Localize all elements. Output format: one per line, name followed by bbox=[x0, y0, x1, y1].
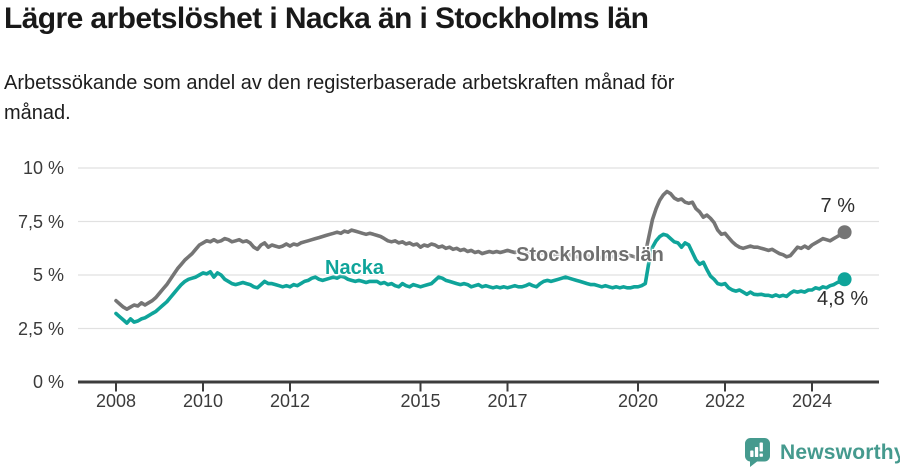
newsworthy-icon bbox=[745, 438, 770, 467]
x-tick-label: 2020 bbox=[617, 391, 659, 411]
x-tick-label: 2017 bbox=[487, 391, 528, 411]
series-label-nacka: Nacka bbox=[325, 257, 384, 279]
x-tick-label: 2010 bbox=[182, 391, 224, 411]
newsworthy-logo: Newsworthy bbox=[744, 437, 900, 468]
end-dot-nacka bbox=[837, 272, 852, 287]
newsworthy-wordmark: Newsworthy bbox=[780, 440, 900, 464]
y-tick-label: 0 % bbox=[32, 372, 64, 392]
end-value-stockholm: 7 % bbox=[820, 195, 855, 217]
x-tick-label: 2024 bbox=[791, 391, 833, 411]
y-tick-label: 10 % bbox=[22, 158, 64, 178]
end-dot-stockholm bbox=[837, 225, 852, 240]
x-tick-label: 2012 bbox=[269, 391, 311, 411]
x-tick-label: 2022 bbox=[704, 391, 746, 411]
y-tick-label: 2,5 % bbox=[17, 318, 64, 339]
series-label-stockholm: Stockholms län bbox=[516, 244, 664, 266]
x-tick-label: 2008 bbox=[95, 391, 137, 411]
chart-title: Lägre arbetslöshet i Nacka än i Stockhol… bbox=[4, 2, 649, 35]
series-line-nacka bbox=[114, 232, 847, 325]
chart-subtitle: Arbetssökande som andel av den registerb… bbox=[4, 72, 675, 124]
series-line-stockholm bbox=[114, 189, 847, 312]
y-tick-label: 7,5 % bbox=[17, 211, 64, 232]
y-tick-label: 5 % bbox=[32, 265, 64, 285]
x-tick-label: 2015 bbox=[400, 391, 441, 411]
end-value-nacka: 4,8 % bbox=[817, 288, 869, 310]
